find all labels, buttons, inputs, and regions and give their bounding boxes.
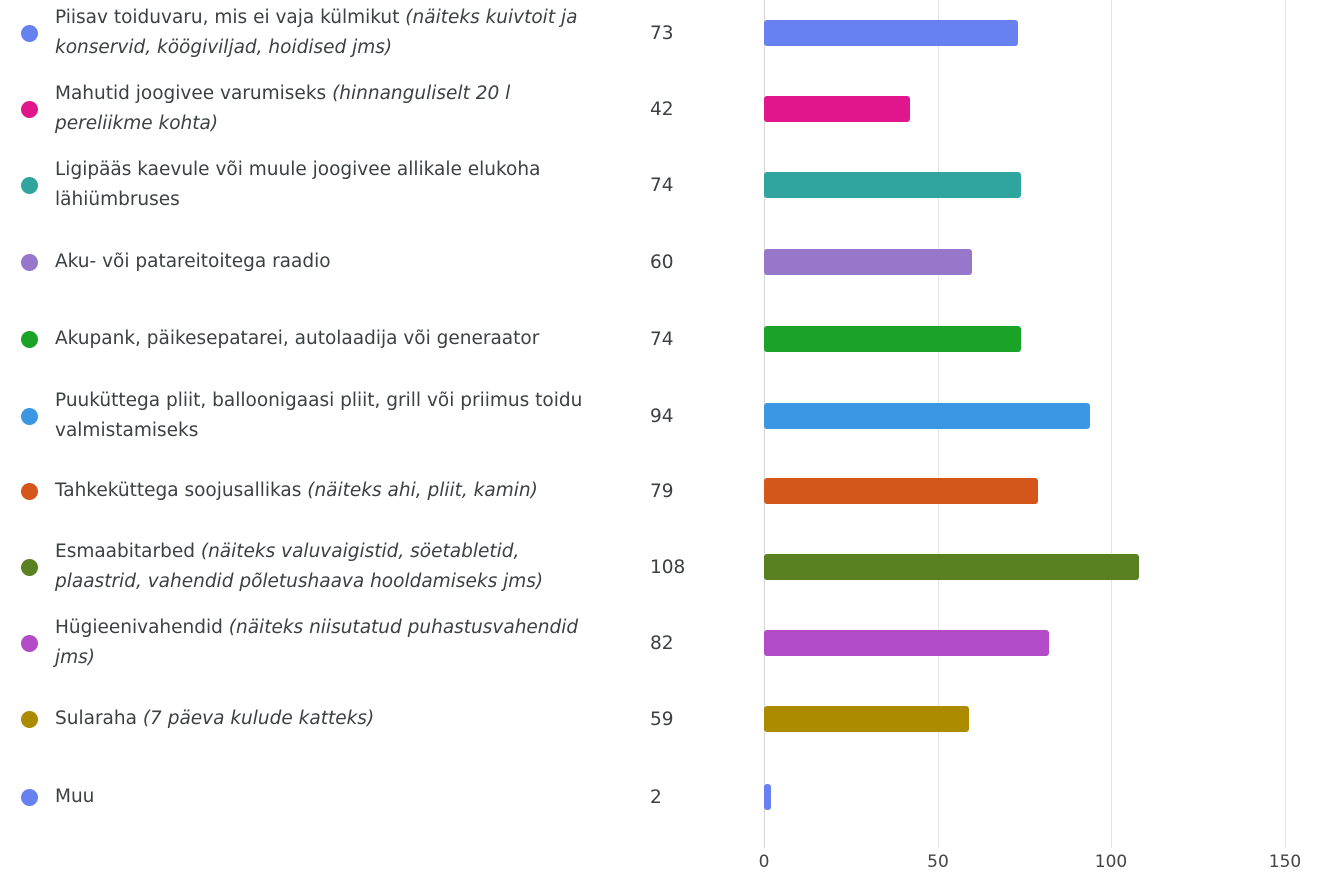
category-label: Mahutid joogivee varumiseks (hinnangulis… [55, 79, 595, 139]
category-label-text: Puuküttega pliit, balloonigaasi pliit, g… [55, 390, 583, 441]
gridline [1285, 0, 1286, 848]
value-label: 74 [650, 175, 674, 196]
bar [764, 706, 969, 732]
category-note: (näiteks niisutatud puhastusvahendid jms… [55, 617, 579, 668]
x-tick-label: 0 [758, 852, 770, 872]
bar [764, 478, 1038, 504]
legend-dot [21, 101, 38, 118]
category-label: Puuküttega pliit, balloonigaasi pliit, g… [55, 386, 595, 446]
bar [764, 20, 1018, 46]
category-label: Tahkeküttega soojusallikas (näiteks ahi,… [55, 476, 595, 506]
value-label: 94 [650, 406, 674, 427]
value-label: 74 [650, 329, 674, 350]
legend-dot [21, 25, 38, 42]
category-note: (näiteks kuivtoit ja konservid, köögivil… [55, 7, 578, 58]
legend-dot [21, 789, 38, 806]
legend-dot [21, 559, 38, 576]
bar [764, 630, 1049, 656]
bar [764, 96, 910, 122]
legend-dot [21, 177, 38, 194]
value-label: 73 [650, 23, 674, 44]
category-label: Muu [55, 782, 595, 812]
category-label: Hügieenivahendid (näiteks niisutatud puh… [55, 613, 595, 673]
category-label: Sularaha (7 päeva kulude katteks) [55, 704, 595, 734]
category-label-text: Tahkeküttega soojusallikas [55, 480, 308, 501]
category-label: Ligipääs kaevule või muule joogivee alli… [55, 155, 595, 215]
bar [764, 403, 1090, 429]
legend-dot [21, 331, 38, 348]
value-label: 79 [650, 481, 674, 502]
legend-dot [21, 635, 38, 652]
x-tick-label: 100 [1094, 852, 1128, 872]
category-label-text: Ligipääs kaevule või muule joogivee alli… [55, 159, 541, 210]
value-label: 42 [650, 99, 674, 120]
bar [764, 326, 1021, 352]
category-label-text: Piisav toiduvaru, mis ei vaja külmikut [55, 7, 406, 28]
category-note: (näiteks ahi, pliit, kamin) [307, 480, 538, 501]
bar [764, 172, 1021, 198]
category-label-text: Sularaha [55, 708, 143, 729]
x-tick-label: 50 [927, 852, 949, 872]
category-label: Aku- või patareitoitega raadio [55, 247, 595, 277]
category-note: (7 päeva kulude katteks) [142, 708, 375, 729]
value-label: 59 [650, 709, 674, 730]
category-label: Esmaabitarbed (näiteks valuvaigistid, sö… [55, 537, 595, 597]
legend-dot [21, 254, 38, 271]
legend-dot [21, 711, 38, 728]
category-note: (näiteks valuvaigistid, söetabletid, pla… [55, 541, 544, 592]
value-label: 60 [650, 252, 674, 273]
legend-dot [21, 483, 38, 500]
bar [764, 784, 771, 810]
category-label-text: Muu [55, 786, 95, 807]
category-label-text: Aku- või patareitoitega raadio [55, 251, 331, 272]
value-label: 108 [650, 557, 686, 578]
category-label-text: Akupank, päikesepatarei, autolaadija või… [55, 328, 540, 349]
category-note: (hinnanguliselt 20 l pereliikme kohta) [55, 83, 511, 134]
value-label: 2 [650, 787, 662, 808]
bar [764, 554, 1139, 580]
category-label: Akupank, päikesepatarei, autolaadija või… [55, 324, 595, 354]
legend-dot [21, 408, 38, 425]
gridline [1111, 0, 1112, 848]
bar [764, 249, 972, 275]
category-label: Piisav toiduvaru, mis ei vaja külmikut (… [55, 3, 595, 63]
value-label: 82 [650, 633, 674, 654]
x-tick-label: 150 [1268, 852, 1302, 872]
category-label-text: Mahutid joogivee varumiseks [55, 83, 333, 104]
category-label-text: Esmaabitarbed [55, 541, 201, 562]
category-label-text: Hügieenivahendid [55, 617, 229, 638]
